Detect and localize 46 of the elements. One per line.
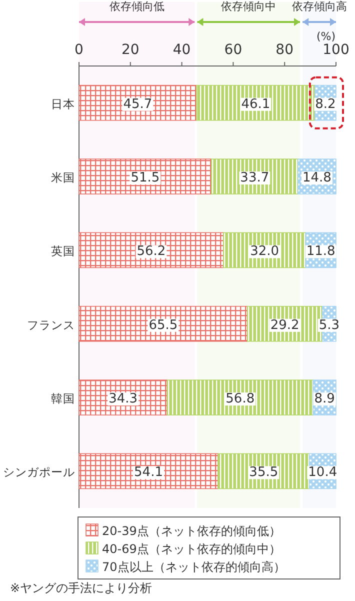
data-label: 56.2 — [136, 244, 166, 260]
band-label: 依存傾向低 — [109, 0, 164, 13]
y-tick-label: 韓国 — [51, 392, 75, 406]
bar — [78, 380, 168, 416]
bar — [78, 232, 224, 268]
data-label: 54.1 — [134, 465, 163, 480]
x-tick-label: 100 — [322, 42, 350, 58]
data-label: 5.3 — [318, 318, 340, 333]
data-label: 8.9 — [314, 392, 335, 406]
data-label: 56.8 — [226, 392, 255, 406]
data-label: 65.5 — [148, 318, 178, 333]
data-label: 46.1 — [241, 96, 270, 112]
legend-label: 20-39点（ネット依存的傾向低） — [102, 524, 281, 538]
text: ※ヤングの手法により分析 — [10, 581, 152, 595]
x-tick-label: 20 — [121, 42, 140, 58]
bar — [78, 158, 212, 194]
bar — [166, 380, 314, 416]
data-label: 10.4 — [308, 465, 338, 480]
data-label: 34.3 — [108, 392, 138, 406]
data-label: 29.2 — [270, 318, 300, 333]
bar — [78, 453, 218, 490]
y-tick-label: 米国 — [51, 170, 75, 184]
x-axis-title: (%) — [316, 30, 336, 43]
data-label: 8.2 — [315, 96, 336, 112]
data-label: 11.8 — [306, 244, 336, 260]
band-label: 依存傾向中 — [221, 0, 276, 13]
data-label: 14.8 — [302, 170, 332, 186]
y-tick-label: フランス — [27, 318, 75, 332]
y-tick-label: 日本 — [51, 96, 75, 111]
bar — [196, 84, 316, 121]
x-tick-label: 40 — [172, 42, 191, 58]
legend-label: 70点以上（ネット依存的傾向高） — [102, 560, 286, 574]
x-tick-label: 80 — [276, 42, 294, 58]
bar — [78, 84, 197, 121]
data-label: 35.5 — [249, 465, 278, 480]
data-label: 32.0 — [250, 244, 280, 260]
bar — [78, 306, 248, 342]
y-tick-label: シンガポール — [3, 465, 75, 480]
band-label: 依存傾向高 — [292, 0, 347, 13]
legend-label: 40-69点（ネット依存的傾向中） — [102, 542, 281, 556]
data-label: 33.7 — [240, 170, 270, 186]
y-tick-label: 英国 — [51, 244, 75, 258]
data-label: 51.5 — [130, 170, 160, 186]
data-label: 45.7 — [123, 96, 152, 112]
x-tick-label: 60 — [224, 42, 242, 58]
x-tick-label: 0 — [74, 42, 84, 58]
